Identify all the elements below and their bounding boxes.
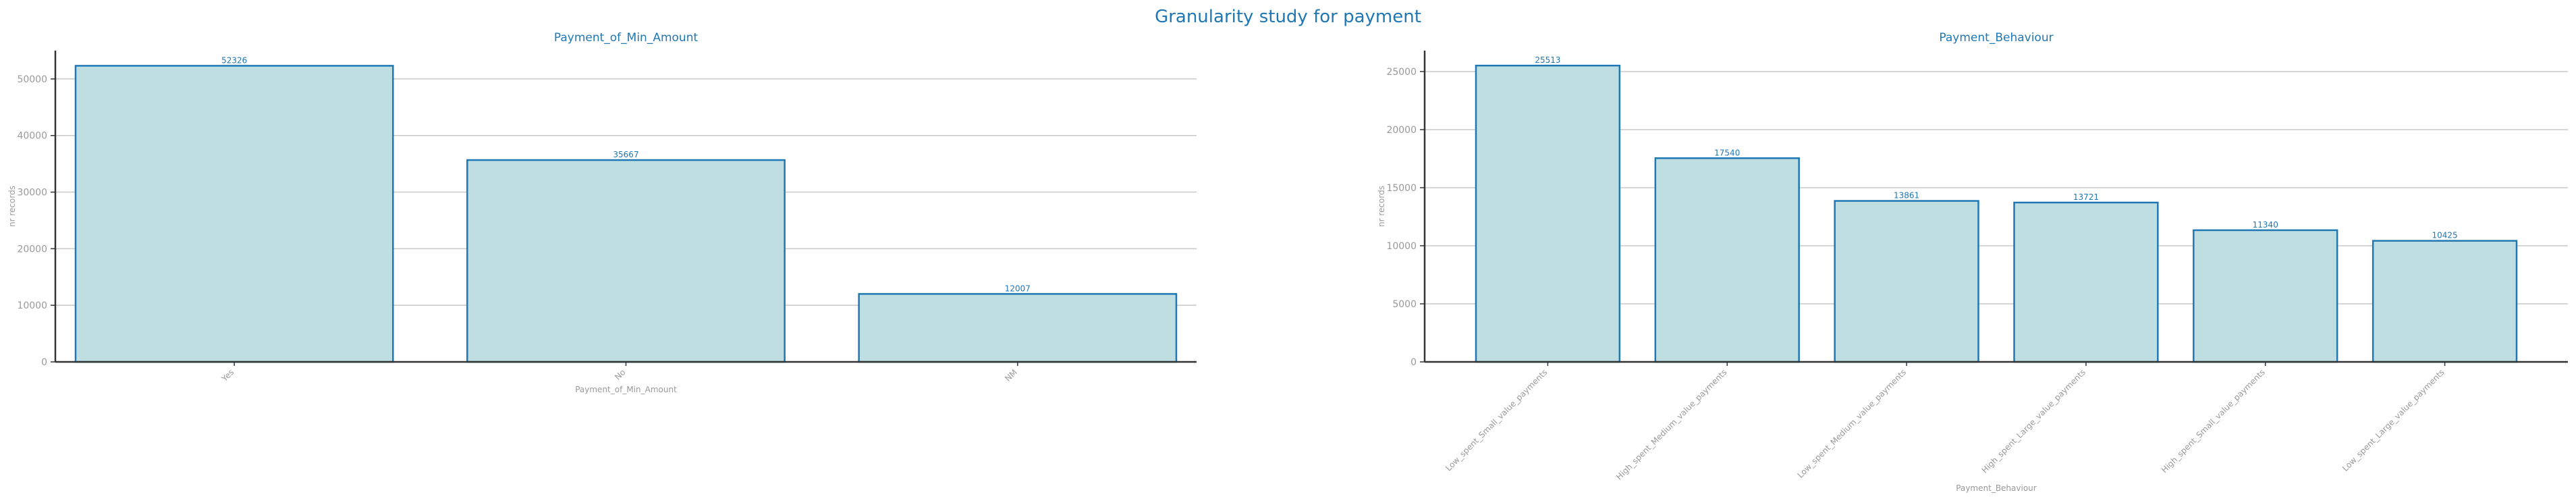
y-tick-label: 0 bbox=[41, 357, 47, 368]
y-tick-label: 10000 bbox=[17, 300, 47, 311]
x-tick-label: High_spent_Small_value_payments bbox=[2160, 367, 2267, 475]
chart-title: Payment_of_Min_Amount bbox=[554, 31, 698, 45]
y-tick-label: 15000 bbox=[1386, 183, 1417, 194]
y-tick-label: 5000 bbox=[1392, 299, 1417, 310]
bar-low_spent_medium_value_payments bbox=[1834, 200, 1979, 363]
value-label: 25513 bbox=[1535, 55, 1560, 65]
bar-low_spent_large_value_payments bbox=[2372, 240, 2518, 363]
chart-title: Payment_Behaviour bbox=[1939, 31, 2053, 45]
x-tick-label: High_spent_Large_value_payments bbox=[1980, 367, 2087, 475]
bar-low_spent_small_value_payments bbox=[1475, 64, 1621, 363]
bar-yes bbox=[74, 65, 394, 363]
x-tick-label: High_spent_Medium_value_payments bbox=[1614, 367, 1728, 481]
y-axis-label: nr records bbox=[7, 186, 17, 227]
value-label: 13861 bbox=[1894, 191, 1919, 201]
y-tick-label: 0 bbox=[1410, 357, 1417, 368]
bar-high_spent_medium_value_payments bbox=[1654, 157, 1800, 363]
value-label: 13721 bbox=[2073, 192, 2099, 202]
y-tick-label: 20000 bbox=[1386, 125, 1417, 136]
x-tick-label: Low_spent_Medium_value_payments bbox=[1796, 367, 1909, 480]
x-tick-label: Low_spent_Small_value_payments bbox=[1444, 367, 1549, 473]
y-tick-label: 25000 bbox=[1386, 67, 1417, 78]
y-tick-label: 50000 bbox=[17, 74, 47, 85]
x-tick-label: Low_spent_Large_value_payments bbox=[2340, 367, 2446, 473]
y-tick-label: 30000 bbox=[17, 188, 47, 198]
bar-high_spent_large_value_payments bbox=[2013, 201, 2159, 363]
value-label: 17540 bbox=[1714, 148, 1740, 157]
y-axis-label: nr records bbox=[1377, 186, 1386, 227]
value-label: 52326 bbox=[221, 55, 247, 65]
y-tick-label: 40000 bbox=[17, 131, 47, 142]
x-axis-label: Payment_Behaviour bbox=[1956, 483, 2036, 493]
y-tick-label: 10000 bbox=[1386, 241, 1417, 252]
bar-high_spent_small_value_payments bbox=[2193, 229, 2338, 363]
bar-no bbox=[466, 159, 786, 363]
bar-nm bbox=[858, 293, 1178, 363]
y-tick-label: 20000 bbox=[17, 244, 47, 255]
value-label: 12007 bbox=[1005, 284, 1031, 293]
figure-title: Granularity study for payment bbox=[1155, 7, 1421, 27]
value-label: 10425 bbox=[2432, 231, 2457, 240]
value-label: 11340 bbox=[2253, 220, 2278, 230]
value-label: 35667 bbox=[613, 150, 638, 159]
x-axis-label: Payment_of_Min_Amount bbox=[575, 385, 677, 394]
